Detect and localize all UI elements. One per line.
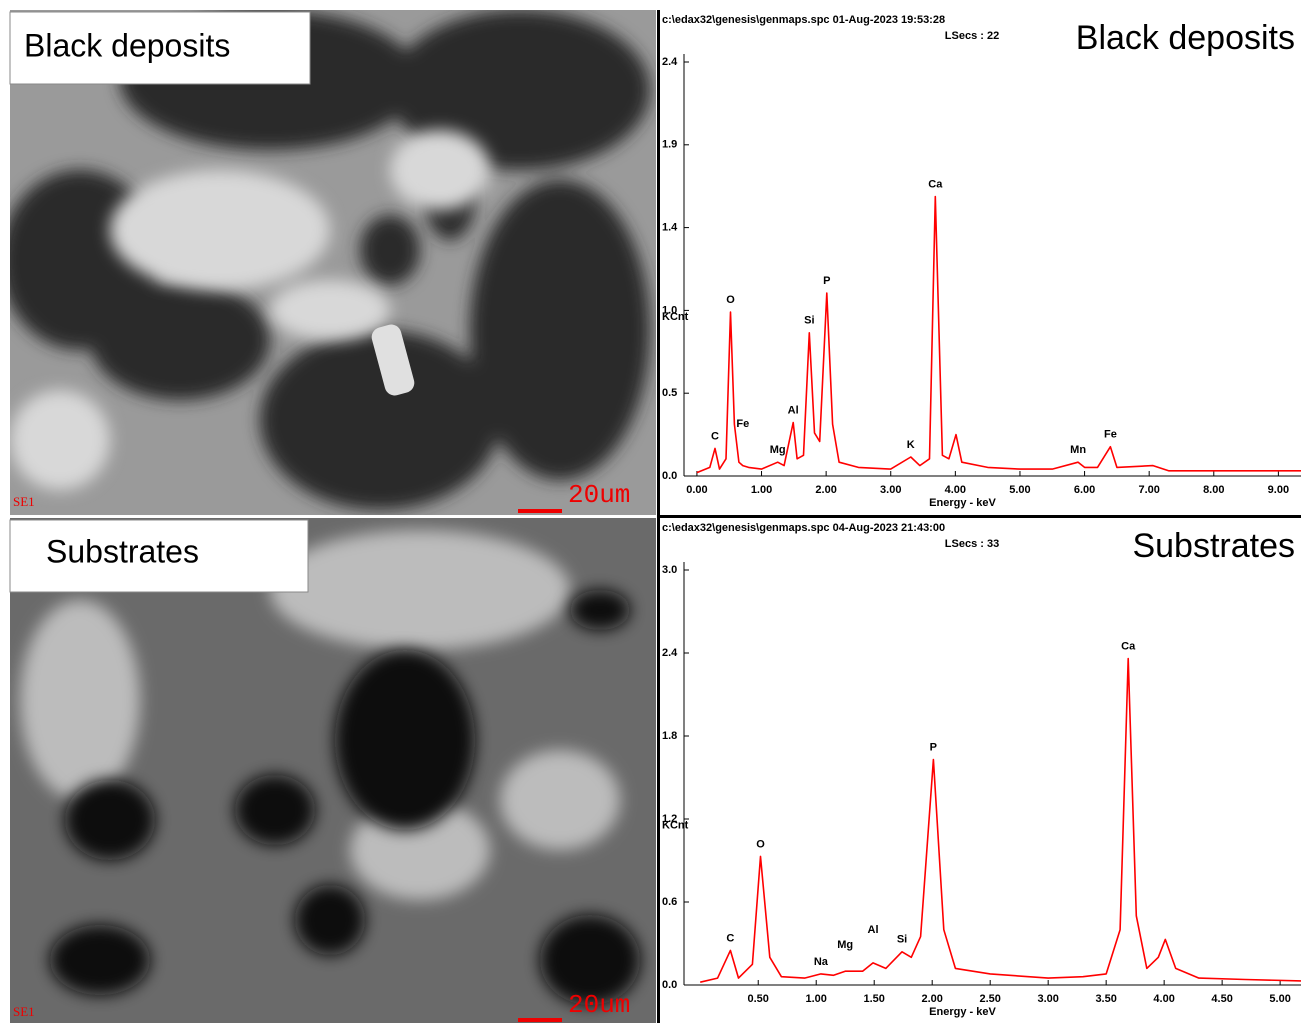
x-tick-label: 7.00 [1138,484,1159,496]
chart-title: Substrates [1132,527,1295,565]
peak-label: Si [897,934,907,946]
x-tick-label: 8.00 [1203,484,1224,496]
panel-label: Black deposits [24,27,230,63]
peak-label: C [726,932,734,944]
x-tick-label: 3.00 [1037,993,1058,1005]
divider [657,515,1301,518]
x-tick-label: 4.00 [945,484,966,496]
peak-label: Mn [1070,444,1086,456]
y-tick-label: 2.4 [662,647,678,659]
x-tick-label: 4.00 [1153,993,1174,1005]
x-tick-label: 0.50 [748,993,769,1005]
x-tick-label: 2.00 [815,484,836,496]
peak-label: K [907,439,915,451]
peak-label: Ca [928,178,943,190]
peak-label: Ca [1121,640,1136,652]
spectrum-line [697,197,1301,473]
peak-label: Al [788,404,799,416]
figure: Black deposits Substrates SE1 20um SE1 2… [0,0,1301,1023]
peak-label: P [823,275,830,287]
x-tick-label: 3.50 [1095,993,1116,1005]
file-info: c:\edax32\genesis\genmaps.spc 04-Aug-202… [662,522,945,534]
x-tick-label: 2.00 [921,993,942,1005]
peak-label: Si [804,315,814,327]
peak-label: O [756,838,765,850]
y-tick-label: 1.4 [662,222,678,234]
x-tick-label: 1.00 [751,484,772,496]
peak-label: P [930,741,937,753]
y-tick-label: 0.0 [662,470,677,482]
scale-bar [518,1018,562,1022]
x-tick-label: 1.50 [863,993,884,1005]
x-tick-label: 1.00 [806,993,827,1005]
peak-label: Mg [837,939,853,951]
live-time: LSecs : 22 [945,30,999,42]
peak-label: Fe [1104,429,1117,441]
sem-image [0,10,656,515]
y-tick-label: 2.4 [662,56,678,68]
panel-label: Substrates [46,533,199,569]
scale-bar-label: 20um [568,480,630,510]
y-tick-label: 0.5 [662,387,677,399]
detector-label: SE1 [13,1004,35,1019]
spectrum-line [700,659,1301,983]
x-tick-label: 0.00 [686,484,707,496]
y-tick-label: 1.8 [662,730,677,742]
x-tick-label: 2.50 [979,993,1000,1005]
x-tick-label: 5.00 [1269,993,1290,1005]
x-tick-label: 3.00 [880,484,901,496]
x-tick-label: 5.00 [1009,484,1030,496]
chart-title: Black deposits [1076,19,1295,57]
x-axis-label: Energy - keV [929,497,996,509]
y-tick-label: 1.2 [662,813,677,825]
peak-label: Al [868,924,879,936]
x-tick-label: 9.00 [1268,484,1289,496]
x-axis-label: Energy - keV [929,1006,996,1018]
sem-image [10,518,656,1023]
file-info: c:\edax32\genesis\genmaps.spc 01-Aug-202… [662,14,945,26]
peak-label: Mg [770,444,786,456]
peak-label: O [726,294,735,306]
y-tick-label: 3.0 [662,564,677,576]
x-tick-label: 4.50 [1211,993,1232,1005]
peak-label: Na [814,956,829,968]
y-tick-label: 0.0 [662,979,677,991]
y-tick-label: 1.0 [662,304,677,316]
y-tick-label: 0.6 [662,896,677,908]
detector-label: SE1 [13,494,35,509]
peak-label: Fe [736,418,749,430]
scale-bar-label: 20um [568,990,630,1020]
y-tick-label: 1.9 [662,139,677,151]
x-tick-label: 6.00 [1074,484,1095,496]
peak-label: C [711,430,719,442]
scale-bar [518,509,562,513]
live-time: LSecs : 33 [945,538,999,550]
